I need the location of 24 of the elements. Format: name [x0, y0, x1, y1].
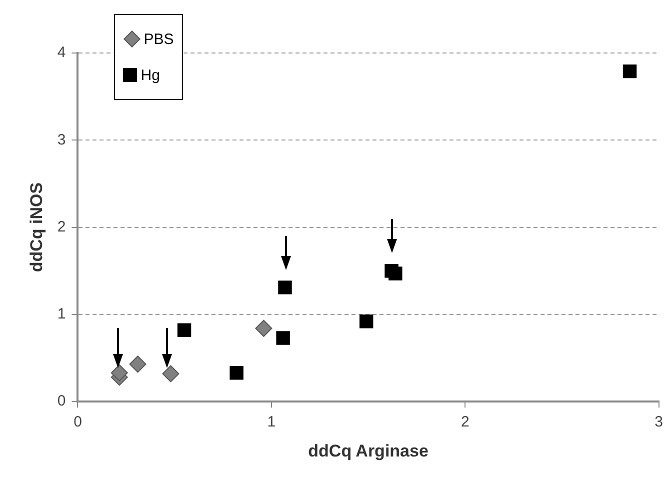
legend-label: PBS — [144, 30, 174, 48]
point — [230, 366, 244, 380]
y-tick-label: 0 — [57, 392, 66, 410]
point — [162, 365, 180, 382]
y-tick-label: 4 — [57, 44, 66, 62]
x-tick-label: 0 — [74, 414, 82, 431]
point — [177, 323, 192, 337]
point — [110, 364, 128, 382]
y-tick-label: 2 — [57, 218, 66, 236]
point — [255, 320, 272, 337]
point — [276, 331, 290, 345]
y-axis-title: ddCq iNOS — [26, 182, 46, 272]
point — [359, 314, 374, 328]
legend-label: Hg — [140, 66, 160, 84]
x-tick-label: 1 — [267, 414, 276, 431]
x-tick-label: 2 — [460, 414, 470, 431]
point — [388, 266, 402, 280]
x-tick-label: 3 — [654, 414, 663, 431]
point — [622, 64, 637, 78]
y-tick-label: 1 — [57, 306, 66, 323]
y-tick-label: 3 — [57, 131, 66, 148]
point — [129, 356, 146, 373]
point — [278, 280, 292, 294]
x-axis-title: ddCq Arginase — [308, 441, 428, 460]
